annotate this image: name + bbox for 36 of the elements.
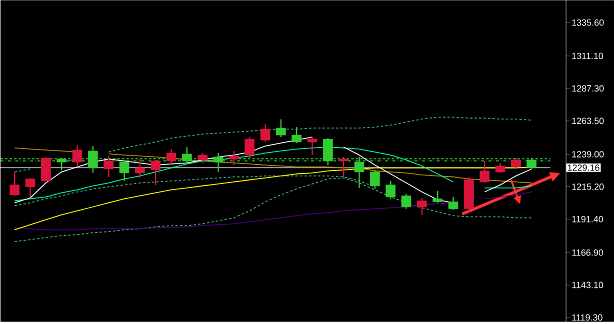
y-tick-label: 1239.00 [572,151,604,158]
candlestick [166,148,176,164]
y-tick-label: 1215.20 [572,184,604,190]
candlestick [10,171,20,196]
candlestick [448,196,458,210]
candlestick [150,159,160,186]
candlestick [25,177,36,198]
y-tick-label: 1335.60 [572,19,604,26]
candlestick [370,169,380,190]
y-tick-label: 1166.90 [572,249,604,256]
y-tick-label: 1263.50 [572,118,604,124]
y-tick-label: 1119.30 [572,314,602,321]
candlestick [260,124,270,143]
candlestick [307,136,318,156]
candlestick [72,144,82,168]
y-tick-label: 1191.40 [572,216,604,222]
candlestick [511,157,521,169]
candlestick [386,180,396,200]
y-tick-label: 1287.30 [572,85,604,92]
candlestick [244,136,254,159]
candlestick [104,155,114,178]
y-tick-label: 1311.10 [572,52,604,60]
ref-line-label: 1229.16 [568,164,600,171]
candlestick [338,156,348,178]
candlestick [495,162,506,174]
candlestick [135,158,145,179]
candlestick [229,150,239,166]
candlestick [292,126,302,144]
candlestick [417,197,427,216]
candlestick [480,160,490,184]
candlestick [198,152,208,164]
candlestick [276,118,286,138]
y-tick-label: 1143.10 [572,282,604,288]
candlestick [41,156,51,182]
candlestick [432,190,442,204]
candlestick [401,193,412,210]
